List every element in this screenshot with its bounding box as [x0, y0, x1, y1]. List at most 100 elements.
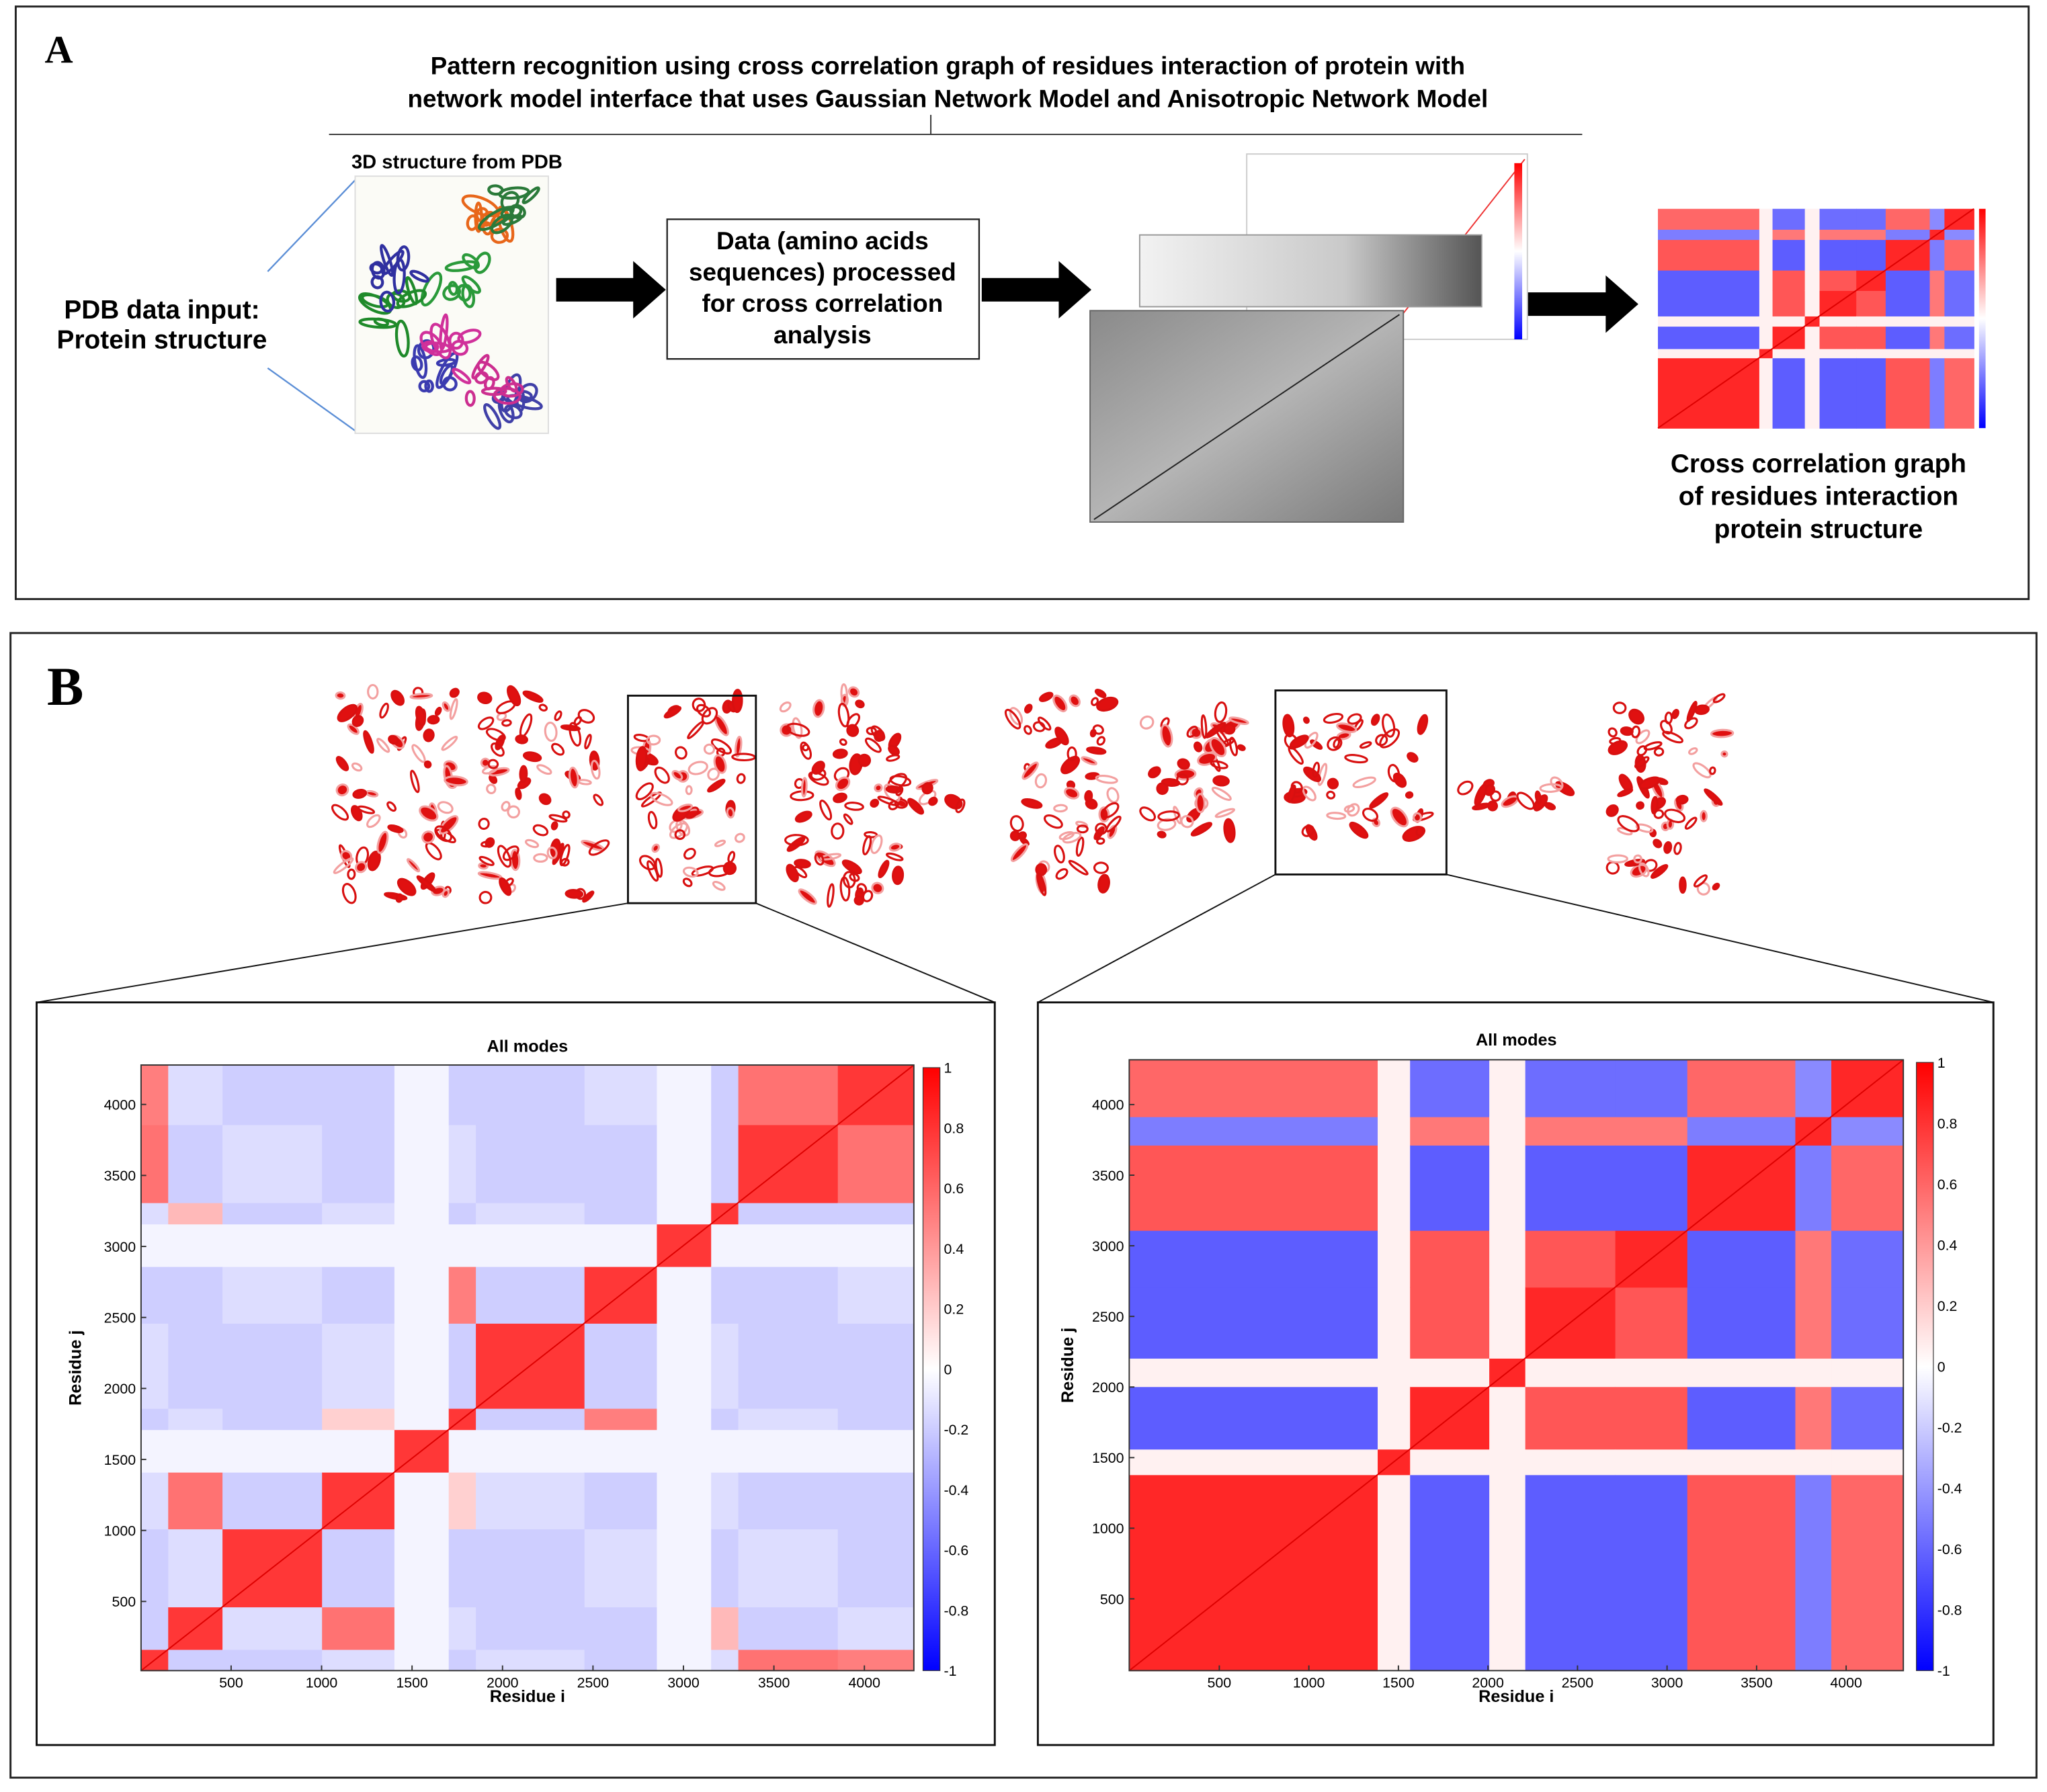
colorbar-tick-label: -0.6 — [1937, 1541, 1962, 1558]
protein-ribbon — [874, 783, 883, 793]
protein-ribbon — [1017, 831, 1027, 840]
protein-ribbon — [1633, 854, 1642, 864]
heat-cell — [1944, 290, 1974, 316]
ribbon — [466, 214, 479, 231]
protein-ribbon — [1094, 689, 1107, 698]
heat-cell — [1856, 229, 1886, 241]
protein-ribbon — [1282, 714, 1295, 738]
diagonal — [140, 1064, 915, 1672]
heat-cell — [1615, 1060, 1688, 1117]
heat-cell — [584, 1408, 658, 1431]
protein-ribbon — [522, 751, 542, 763]
heat-cell — [168, 1429, 223, 1473]
heat-cell — [1885, 290, 1931, 316]
protein-ribbon — [1679, 876, 1687, 894]
heat-cell — [394, 1408, 450, 1431]
heat-cell — [140, 1224, 169, 1267]
protein-ribbon — [1101, 802, 1120, 818]
heat-cell — [837, 1323, 915, 1409]
protein-ribbon — [1333, 738, 1341, 749]
heat-cell — [1944, 348, 1974, 359]
protein-ribbon — [379, 702, 389, 719]
heat-cell — [1687, 1230, 1796, 1288]
protein-ribbon — [1289, 734, 1309, 749]
ribbon — [396, 245, 411, 272]
heat-cell — [476, 1429, 585, 1473]
protein-ribbon — [491, 742, 505, 757]
arrow — [1527, 275, 1638, 333]
protein-ribbon — [654, 766, 670, 784]
protein-ribbon — [864, 737, 882, 753]
protein-ribbon — [1064, 787, 1080, 800]
arrow — [981, 261, 1092, 318]
ribbon — [493, 387, 521, 405]
protein-ribbon — [892, 865, 905, 886]
heat-cell — [1410, 1287, 1490, 1359]
heat-cell — [140, 1429, 169, 1473]
diagonal — [1128, 1059, 1904, 1672]
heat-cell — [476, 1529, 585, 1608]
protein-ribbon — [735, 833, 745, 843]
heat-cell — [584, 1323, 658, 1409]
x-tick-label: 500 — [219, 1675, 243, 1691]
protein-ribbon — [423, 728, 435, 742]
protein-ribbon — [1156, 782, 1169, 796]
protein-ribbon — [1344, 754, 1368, 764]
heat-cell — [1804, 208, 1821, 230]
heat-cell — [322, 1529, 395, 1608]
colorbar-tick-label: 0.8 — [944, 1120, 964, 1136]
protein-ribbon — [1693, 874, 1708, 888]
y-tick-label: 500 — [112, 1594, 136, 1610]
plot-frame — [1128, 1059, 1905, 1672]
heat-cell — [1759, 239, 1773, 271]
protein-ribbon — [842, 871, 856, 889]
panel-label: A — [44, 28, 73, 71]
protein-ribbon — [544, 721, 558, 742]
heat-cell — [1929, 208, 1946, 230]
heat-cell — [1525, 1474, 1616, 1672]
heat-cell — [1772, 229, 1806, 241]
heat-cell — [837, 1607, 915, 1650]
protein-ribbon — [1664, 808, 1686, 824]
heat-cell — [448, 1065, 476, 1125]
heat-cell — [222, 1429, 323, 1473]
protein-ribbon — [1054, 845, 1065, 864]
heat-cell — [394, 1224, 450, 1267]
protein-ribbon — [687, 720, 705, 740]
heat-cell — [1615, 1386, 1688, 1450]
protein-ribbon — [1157, 810, 1180, 822]
heat-cell — [657, 1124, 712, 1203]
colorbar-tick-label: 0.4 — [1937, 1237, 1958, 1253]
heat-cell — [1929, 348, 1946, 359]
protein-ribbon — [582, 890, 595, 903]
heat-cell — [1525, 1358, 1616, 1388]
protein-ribbon — [1190, 822, 1212, 837]
protein-ribbon — [855, 699, 865, 709]
heat-cell — [1831, 1287, 1904, 1359]
heat-cell — [1378, 1116, 1411, 1146]
output-text: of residues interaction — [1679, 482, 1958, 511]
heat-cell — [168, 1529, 223, 1608]
protein-ribbon — [862, 890, 874, 902]
process-text: Data (amino acids — [716, 227, 929, 255]
protein-ribbon — [800, 741, 812, 760]
protein-ribbon — [1055, 868, 1069, 880]
protein-ribbon — [1223, 723, 1236, 735]
protein-ribbon — [481, 841, 493, 848]
protein-ribbon — [735, 736, 743, 758]
heat-cell — [1129, 1230, 1378, 1288]
protein-ribbon — [1093, 861, 1109, 874]
heat-cell — [1819, 316, 1857, 327]
protein-ribbon — [441, 735, 458, 751]
heat-cell — [738, 1408, 839, 1431]
protein-ribbon — [682, 878, 693, 888]
protein-ribbon — [713, 754, 727, 774]
heat-cell — [140, 1202, 169, 1225]
heat-cell — [394, 1607, 450, 1650]
heat-cell — [168, 1224, 223, 1267]
ribbon — [515, 386, 526, 412]
protein-ribbon — [812, 699, 825, 718]
protein-ribbon — [477, 716, 495, 730]
protein-ribbon — [835, 776, 851, 792]
heat-cell — [1378, 1145, 1411, 1231]
